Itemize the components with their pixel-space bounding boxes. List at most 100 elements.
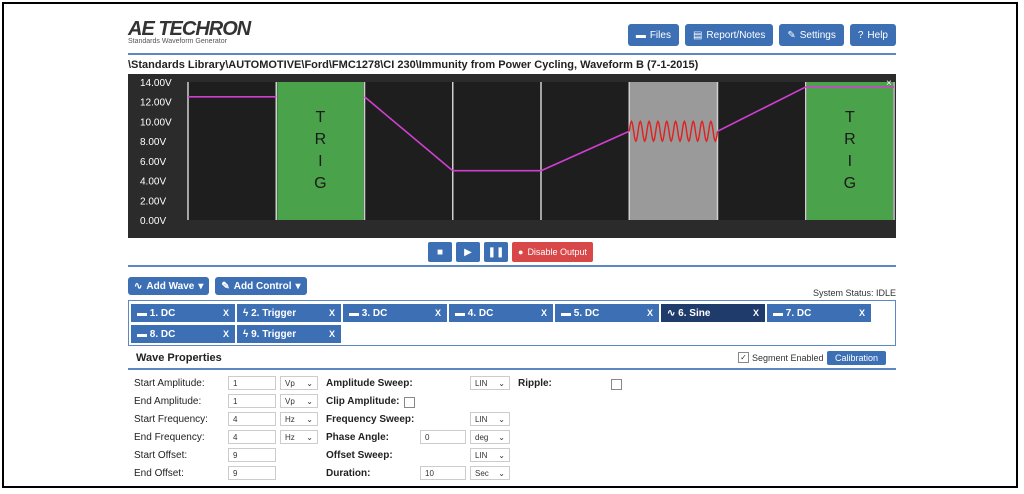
chevron-down-icon: ▾ — [198, 280, 204, 292]
pause-button[interactable]: ❚❚ — [484, 242, 508, 262]
clip-amplitude-checkbox[interactable] — [404, 397, 415, 408]
chevron-down-icon: ⌄ — [306, 414, 313, 424]
unit-value: Vp — [285, 396, 295, 406]
wave-icon: ∿ — [134, 280, 143, 292]
duration-unit[interactable]: Sec ⌄ — [470, 466, 510, 480]
dc-icon: ▬ — [349, 307, 362, 319]
close-icon[interactable]: X — [222, 329, 229, 339]
segment-5[interactable]: ▬ 5. DC X — [555, 304, 659, 322]
segment-2[interactable]: ϟ 2. Trigger X — [237, 304, 341, 322]
duration-label: Duration: — [326, 468, 371, 479]
play-icon: ▶ — [464, 246, 472, 258]
start-amplitude-input[interactable]: 1 — [228, 376, 276, 390]
end-frequency-label: End Frequency: — [134, 432, 205, 443]
segment-4[interactable]: ▬ 4. DC X — [449, 304, 553, 322]
files-button[interactable]: ▬ Files — [627, 24, 679, 46]
start-offset-input[interactable]: 9 — [228, 448, 276, 462]
stop-button[interactable]: ■ — [428, 242, 452, 262]
calibration-button[interactable]: Calibration — [827, 351, 887, 365]
offset-sweep-select[interactable]: LIN ⌄ — [470, 448, 510, 462]
close-icon[interactable]: X — [646, 308, 653, 318]
start-frequency-unit[interactable]: Hz ⌄ — [280, 412, 318, 426]
add-wave-button[interactable]: ∿ Add Wave ▾ — [128, 277, 210, 295]
segment-9[interactable]: ϟ 9. Trigger X — [237, 325, 341, 343]
close-icon[interactable]: × — [886, 78, 892, 89]
series-line — [717, 86, 807, 133]
logo-tagline: Standards Waveform Generator — [128, 38, 227, 45]
segment-7[interactable]: ▬ 7. DC X — [767, 304, 871, 322]
start-amplitude-unit[interactable]: Vp ⌄ — [280, 376, 318, 390]
trigger-letter: G — [844, 175, 856, 192]
play-button[interactable]: ▶ — [456, 242, 480, 262]
segment-label: 4. DC — [467, 307, 494, 319]
close-icon[interactable]: X — [540, 308, 547, 318]
help-label: Help — [867, 29, 888, 41]
chevron-down-icon: ⌄ — [498, 378, 505, 388]
segment-6[interactable]: ∿ 6. Sine X — [661, 304, 765, 322]
waveform-chart: T R I G T R I G 14.00V 12.00V 10.00V 8.00V 6.00V 4.00… — [128, 74, 896, 238]
record-icon: ● — [518, 247, 524, 257]
segment-label: 1. DC — [149, 307, 176, 319]
segment-label: 6. Sine — [678, 307, 711, 319]
chevron-down-icon: ⌄ — [306, 396, 313, 406]
trigger-letter: R — [315, 131, 327, 148]
header-divider — [128, 53, 896, 55]
frequency-sweep-label: Frequency Sweep: — [326, 414, 415, 425]
report-notes-button[interactable]: ▤ Report/Notes — [684, 24, 774, 46]
chevron-down-icon: ▾ — [295, 280, 301, 292]
segment-3[interactable]: ▬ 3. DC X — [343, 304, 447, 322]
help-button[interactable]: ? Help — [849, 24, 896, 46]
add-control-label: Add Control — [233, 280, 292, 292]
amplitude-sweep-label: Amplitude Sweep: — [326, 378, 413, 389]
frequency-sweep-select[interactable]: LIN ⌄ — [470, 412, 510, 426]
segment-8[interactable]: ▬ 8. DC X — [131, 325, 235, 343]
end-offset-input[interactable]: 9 — [228, 466, 276, 480]
close-icon[interactable]: X — [434, 308, 441, 318]
close-icon[interactable]: X — [222, 308, 229, 318]
y-tick-label: 14.00V — [140, 78, 172, 89]
end-amplitude-unit[interactable]: Vp ⌄ — [280, 394, 318, 408]
phase-angle-unit[interactable]: deg ⌄ — [470, 430, 510, 444]
sine-segment-bg — [629, 82, 718, 220]
phase-angle-input[interactable]: 0 — [420, 430, 466, 444]
wrench-icon: ✎ — [221, 280, 230, 292]
end-frequency-unit[interactable]: Hz ⌄ — [280, 430, 318, 444]
close-icon[interactable]: X — [328, 308, 335, 318]
duration-input[interactable]: 10 — [420, 466, 466, 480]
ripple-label: Ripple: — [518, 378, 552, 389]
end-frequency-input[interactable]: 4 — [228, 430, 276, 444]
stop-icon: ■ — [436, 246, 444, 258]
settings-button[interactable]: ✎ Settings — [779, 24, 844, 46]
y-tick-label: 6.00V — [140, 157, 166, 168]
add-control-button[interactable]: ✎ Add Control ▾ — [215, 277, 307, 295]
trigger-segment — [277, 82, 364, 220]
end-amplitude-input[interactable]: 1 — [228, 394, 276, 408]
close-icon[interactable]: X — [858, 308, 865, 318]
trigger-letter: I — [848, 153, 852, 170]
unit-value: deg — [475, 432, 489, 442]
close-icon[interactable]: X — [752, 308, 759, 318]
trigger-letter: I — [318, 153, 322, 170]
start-offset-label: Start Offset: — [134, 450, 188, 461]
report-label: Report/Notes — [706, 29, 766, 41]
y-tick-label: 8.00V — [140, 137, 166, 148]
segment-enabled-checkbox[interactable]: ✓ — [738, 352, 749, 363]
segment-enabled-label: Segment Enabled — [752, 352, 824, 363]
segment-enabled[interactable]: ✓ Segment Enabled — [738, 352, 824, 363]
start-frequency-input[interactable]: 4 — [228, 412, 276, 426]
outer-frame — [2, 2, 1018, 488]
dc-icon: ▬ — [137, 328, 150, 340]
close-icon[interactable]: X — [328, 329, 335, 339]
y-tick-label: 0.00V — [140, 216, 166, 227]
add-row: ∿ Add Wave ▾ ✎ Add Control ▾ — [128, 277, 307, 295]
properties-divider — [128, 368, 896, 370]
start-frequency-label: Start Frequency: — [134, 414, 208, 425]
amplitude-sweep-select[interactable]: LIN ⌄ — [470, 376, 510, 390]
end-amplitude-label: End Amplitude: — [134, 396, 202, 407]
unit-value: Hz — [285, 432, 295, 442]
segment-1[interactable]: ▬ 1. DC X — [131, 304, 235, 322]
ripple-checkbox[interactable] — [611, 379, 622, 390]
pause-icon: ❚❚ — [487, 246, 505, 258]
sine-series-line — [628, 119, 719, 143]
disable-output-button[interactable]: ● Disable Output — [512, 242, 593, 262]
